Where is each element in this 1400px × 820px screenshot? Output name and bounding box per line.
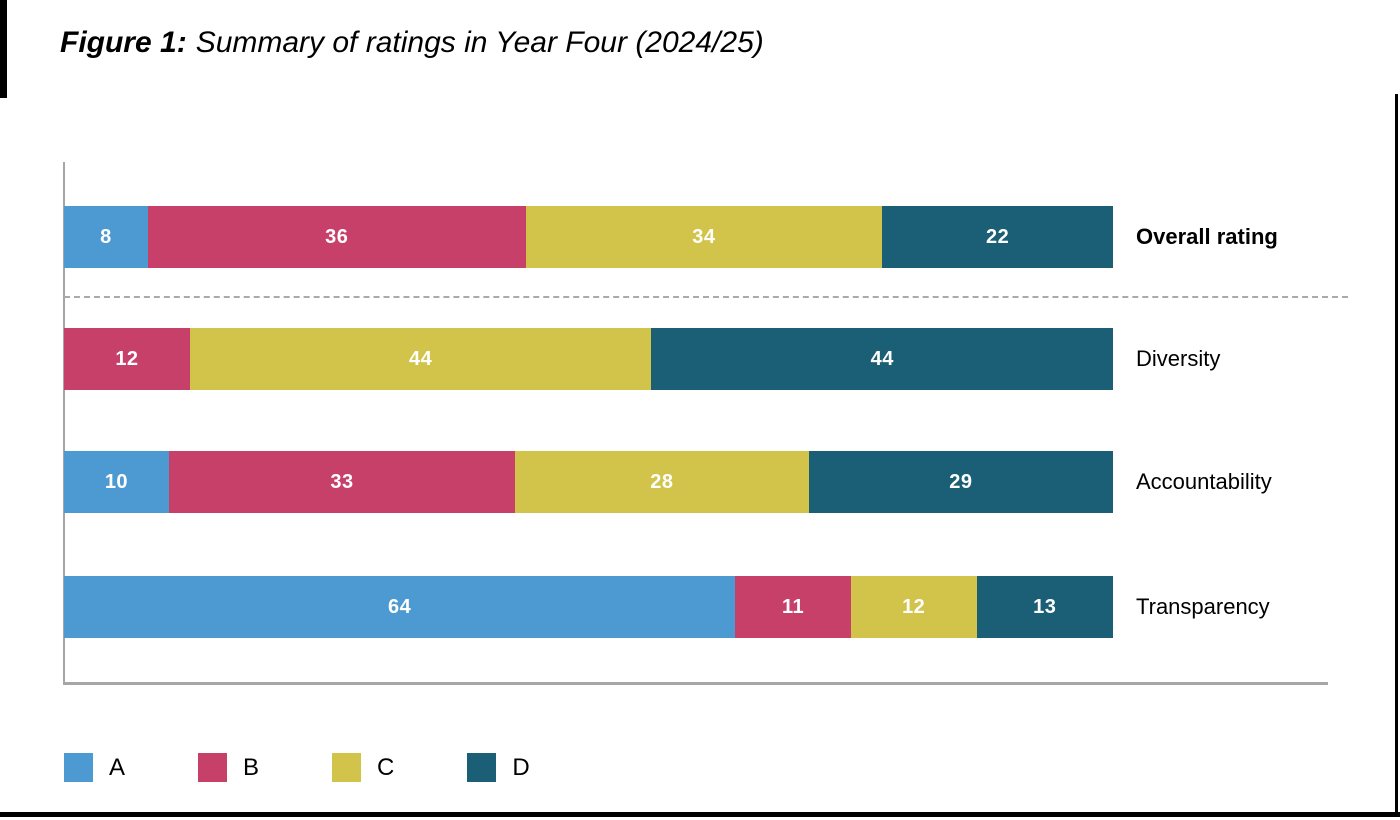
legend-swatch-b [198, 753, 228, 782]
document-border-left [0, 0, 7, 98]
segment-value-label: 22 [985, 225, 1010, 248]
bar-segment-d: 13 [976, 576, 1113, 638]
legend-item-a: A [64, 753, 125, 782]
segment-value-label: 34 [692, 225, 716, 248]
document-border-right [1395, 94, 1398, 816]
segment-value-label: 44 [870, 347, 894, 370]
legend-label-c: C [377, 753, 395, 781]
segment-value-label: 28 [650, 470, 674, 493]
bar-segment-a: 8 [64, 206, 148, 268]
category-label-transparency: Transparency [1136, 594, 1270, 619]
legend-item-b: B [198, 753, 259, 782]
segment-value-label: 33 [330, 470, 354, 493]
segment-value-label: 13 [1033, 595, 1057, 618]
category-label-diversity: Diversity [1136, 346, 1221, 371]
category-label-overall-rating: Overall rating [1136, 224, 1278, 249]
bar-row-transparency: 64 11 12 13 Transparency [64, 576, 1400, 638]
bar-segment-c: 28 [515, 451, 809, 513]
segment-value-label: 29 [949, 470, 973, 493]
x-axis-line [63, 682, 1328, 685]
legend-item-d: D [467, 753, 530, 782]
bar-row-overall-rating: 8 36 34 22 Overall rating [64, 206, 1400, 268]
legend-swatch-d [467, 753, 497, 782]
bar-row-accountability: 10 33 28 29 Accountability [64, 451, 1400, 513]
legend-label-a: A [109, 753, 126, 781]
chart-legend: A B C D [64, 753, 603, 782]
segment-value-label: 10 [104, 470, 129, 493]
dashed-separator-line [64, 296, 1348, 298]
legend-label-d: D [512, 753, 530, 781]
segment-value-label: 36 [325, 225, 349, 248]
bar-segment-c: 12 [850, 576, 977, 638]
segment-value-label: 11 [781, 595, 805, 618]
category-label-accountability: Accountability [1136, 469, 1272, 494]
legend-item-c: C [332, 753, 394, 782]
bar-segment-c: 34 [525, 206, 883, 268]
segment-value-label: 12 [902, 595, 926, 618]
document-border-bottom [0, 812, 1400, 817]
figure-caption-text: Summary of ratings in Year Four (2024/25… [195, 26, 764, 59]
legend-swatch-a [64, 753, 93, 782]
segment-value-label: 64 [388, 595, 412, 618]
bar-segment-a: 64 [64, 576, 736, 638]
bar-segment-b: 33 [168, 451, 516, 513]
bar-segment-b: 12 [64, 328, 190, 390]
legend-label-b: B [243, 753, 260, 781]
legend-swatch-c [332, 753, 362, 782]
y-axis-line [63, 162, 65, 685]
bar-row-diversity: 12 44 44 Diversity [64, 328, 1400, 390]
bar-segment-a: 10 [64, 451, 169, 513]
bar-segment-d: 22 [882, 206, 1113, 268]
segment-value-label: 12 [115, 347, 139, 370]
segment-value-label: 8 [100, 225, 112, 248]
bar-segment-b: 36 [147, 206, 526, 268]
bar-segment-d: 29 [808, 451, 1113, 513]
bar-segment-b: 11 [735, 576, 851, 638]
figure-title: Figure 1: Summary of ratings in Year Four… [60, 26, 764, 60]
bar-segment-d: 44 [651, 328, 1113, 390]
bar-segment-c: 44 [189, 328, 652, 390]
figure-number-label: Figure 1: [60, 26, 187, 59]
segment-value-label: 44 [409, 347, 433, 370]
